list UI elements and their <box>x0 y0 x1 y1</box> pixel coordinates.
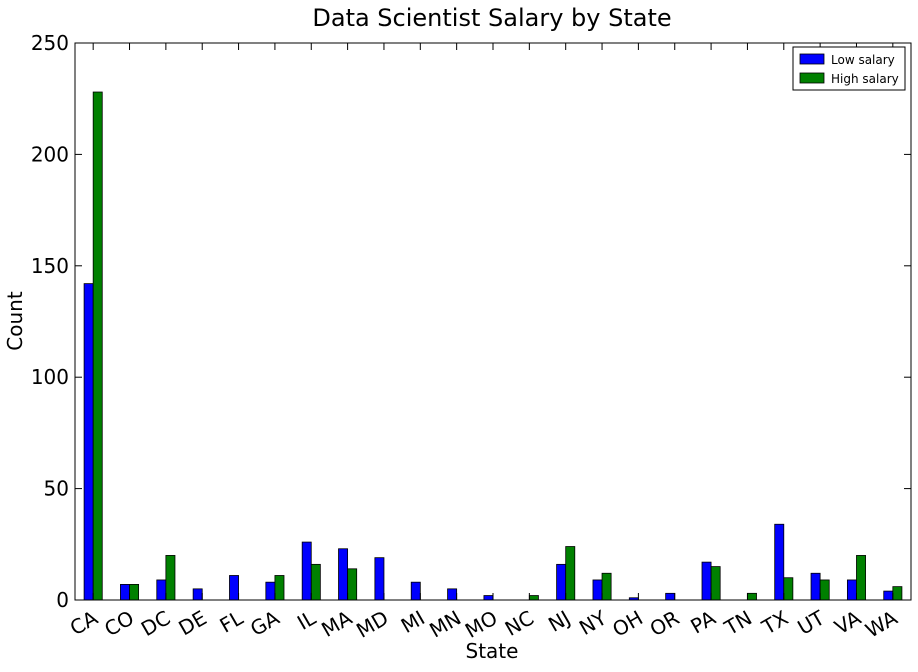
bar-low-IL <box>301 541 312 601</box>
bar-high-TN <box>747 592 757 601</box>
bar-high-WA <box>892 586 903 601</box>
x-tick-label-MI: MI <box>397 606 429 638</box>
bar-high-IL <box>310 563 321 601</box>
legend-label-low: Low salary <box>831 53 895 67</box>
bar-low-WA <box>883 590 894 601</box>
x-tick-label-FL: FL <box>215 605 247 638</box>
x-tick-label-PA: PA <box>686 605 719 638</box>
bar-low-MO <box>483 595 494 601</box>
y-tick-label: 250 <box>31 31 69 55</box>
y-tick-label: 150 <box>31 254 69 278</box>
bar-low-MI <box>410 581 421 601</box>
bar-low-PA <box>701 561 712 601</box>
x-tick-label-IL: IL <box>293 605 321 635</box>
plot-frame <box>74 42 912 601</box>
legend-label-high: High salary <box>831 72 899 86</box>
x-tick-label-NJ: NJ <box>544 606 574 637</box>
bar-high-UT <box>819 579 830 601</box>
x-tick-label-MN: MN <box>425 606 465 643</box>
bar-high-CO <box>129 584 140 601</box>
bar-low-TX <box>774 523 785 601</box>
bar-high-TX <box>783 577 794 601</box>
x-tick-label-UT: UT <box>793 605 829 640</box>
x-tick-label-DE: DE <box>174 606 210 641</box>
x-tick-label-CA: CA <box>66 605 102 640</box>
bar-low-CO <box>120 584 130 601</box>
x-tick-label-GA: GA <box>246 605 284 641</box>
bar-low-GA <box>265 581 276 601</box>
bar-high-NJ <box>565 546 576 601</box>
y-axis-label: Count <box>3 291 27 351</box>
bar-low-DC <box>156 579 167 601</box>
bar-low-NY <box>592 579 603 601</box>
bar-low-VA <box>846 579 857 601</box>
x-tick-label-OH: OH <box>608 606 647 642</box>
y-tick-label: 200 <box>31 142 69 166</box>
y-tick-label: 50 <box>44 477 69 501</box>
x-tick-label-NC: NC <box>501 606 538 641</box>
legend-swatch-high <box>799 72 825 84</box>
bar-low-NJ <box>556 563 567 601</box>
y-tick-label: 0 <box>56 588 69 612</box>
x-tick-label-MD: MD <box>352 606 392 643</box>
x-tick-label-MA: MA <box>317 605 356 641</box>
bar-low-CA <box>83 283 94 601</box>
bar-low-OR <box>665 592 676 601</box>
legend-swatch-low <box>799 53 825 65</box>
x-tick-label-NY: NY <box>575 605 611 640</box>
x-tick-label-WA: WA <box>861 605 901 642</box>
bar-high-PA <box>710 566 721 601</box>
bar-high-NY <box>601 572 612 601</box>
y-tick-label: 100 <box>31 365 69 389</box>
bar-low-UT <box>810 572 821 601</box>
bar-low-MN <box>447 588 458 601</box>
chart-title: Data Scientist Salary by State <box>312 4 671 32</box>
bar-high-CA <box>92 91 103 601</box>
x-axis-label: State <box>466 639 519 663</box>
x-tick-label-OR: OR <box>646 605 684 641</box>
x-tick-label-CO: CO <box>100 606 138 642</box>
x-tick-label-VA: VA <box>830 605 865 639</box>
bar-low-MD <box>374 557 385 601</box>
bar-low-MA <box>338 548 349 601</box>
bar-high-VA <box>856 555 866 601</box>
x-tick-label-DC: DC <box>137 606 174 641</box>
x-tick-label-MO: MO <box>461 606 502 643</box>
bar-high-DC <box>165 555 176 601</box>
bar-low-FL <box>229 575 239 601</box>
x-tick-label-TN: TN <box>720 606 756 641</box>
bar-low-DE <box>192 588 203 601</box>
bar-high-GA <box>274 575 285 601</box>
legend: Low salary High salary <box>792 46 906 91</box>
bar-high-NC <box>528 595 539 601</box>
bar-high-MA <box>347 568 358 601</box>
x-tick-label-TX: TX <box>757 605 793 639</box>
